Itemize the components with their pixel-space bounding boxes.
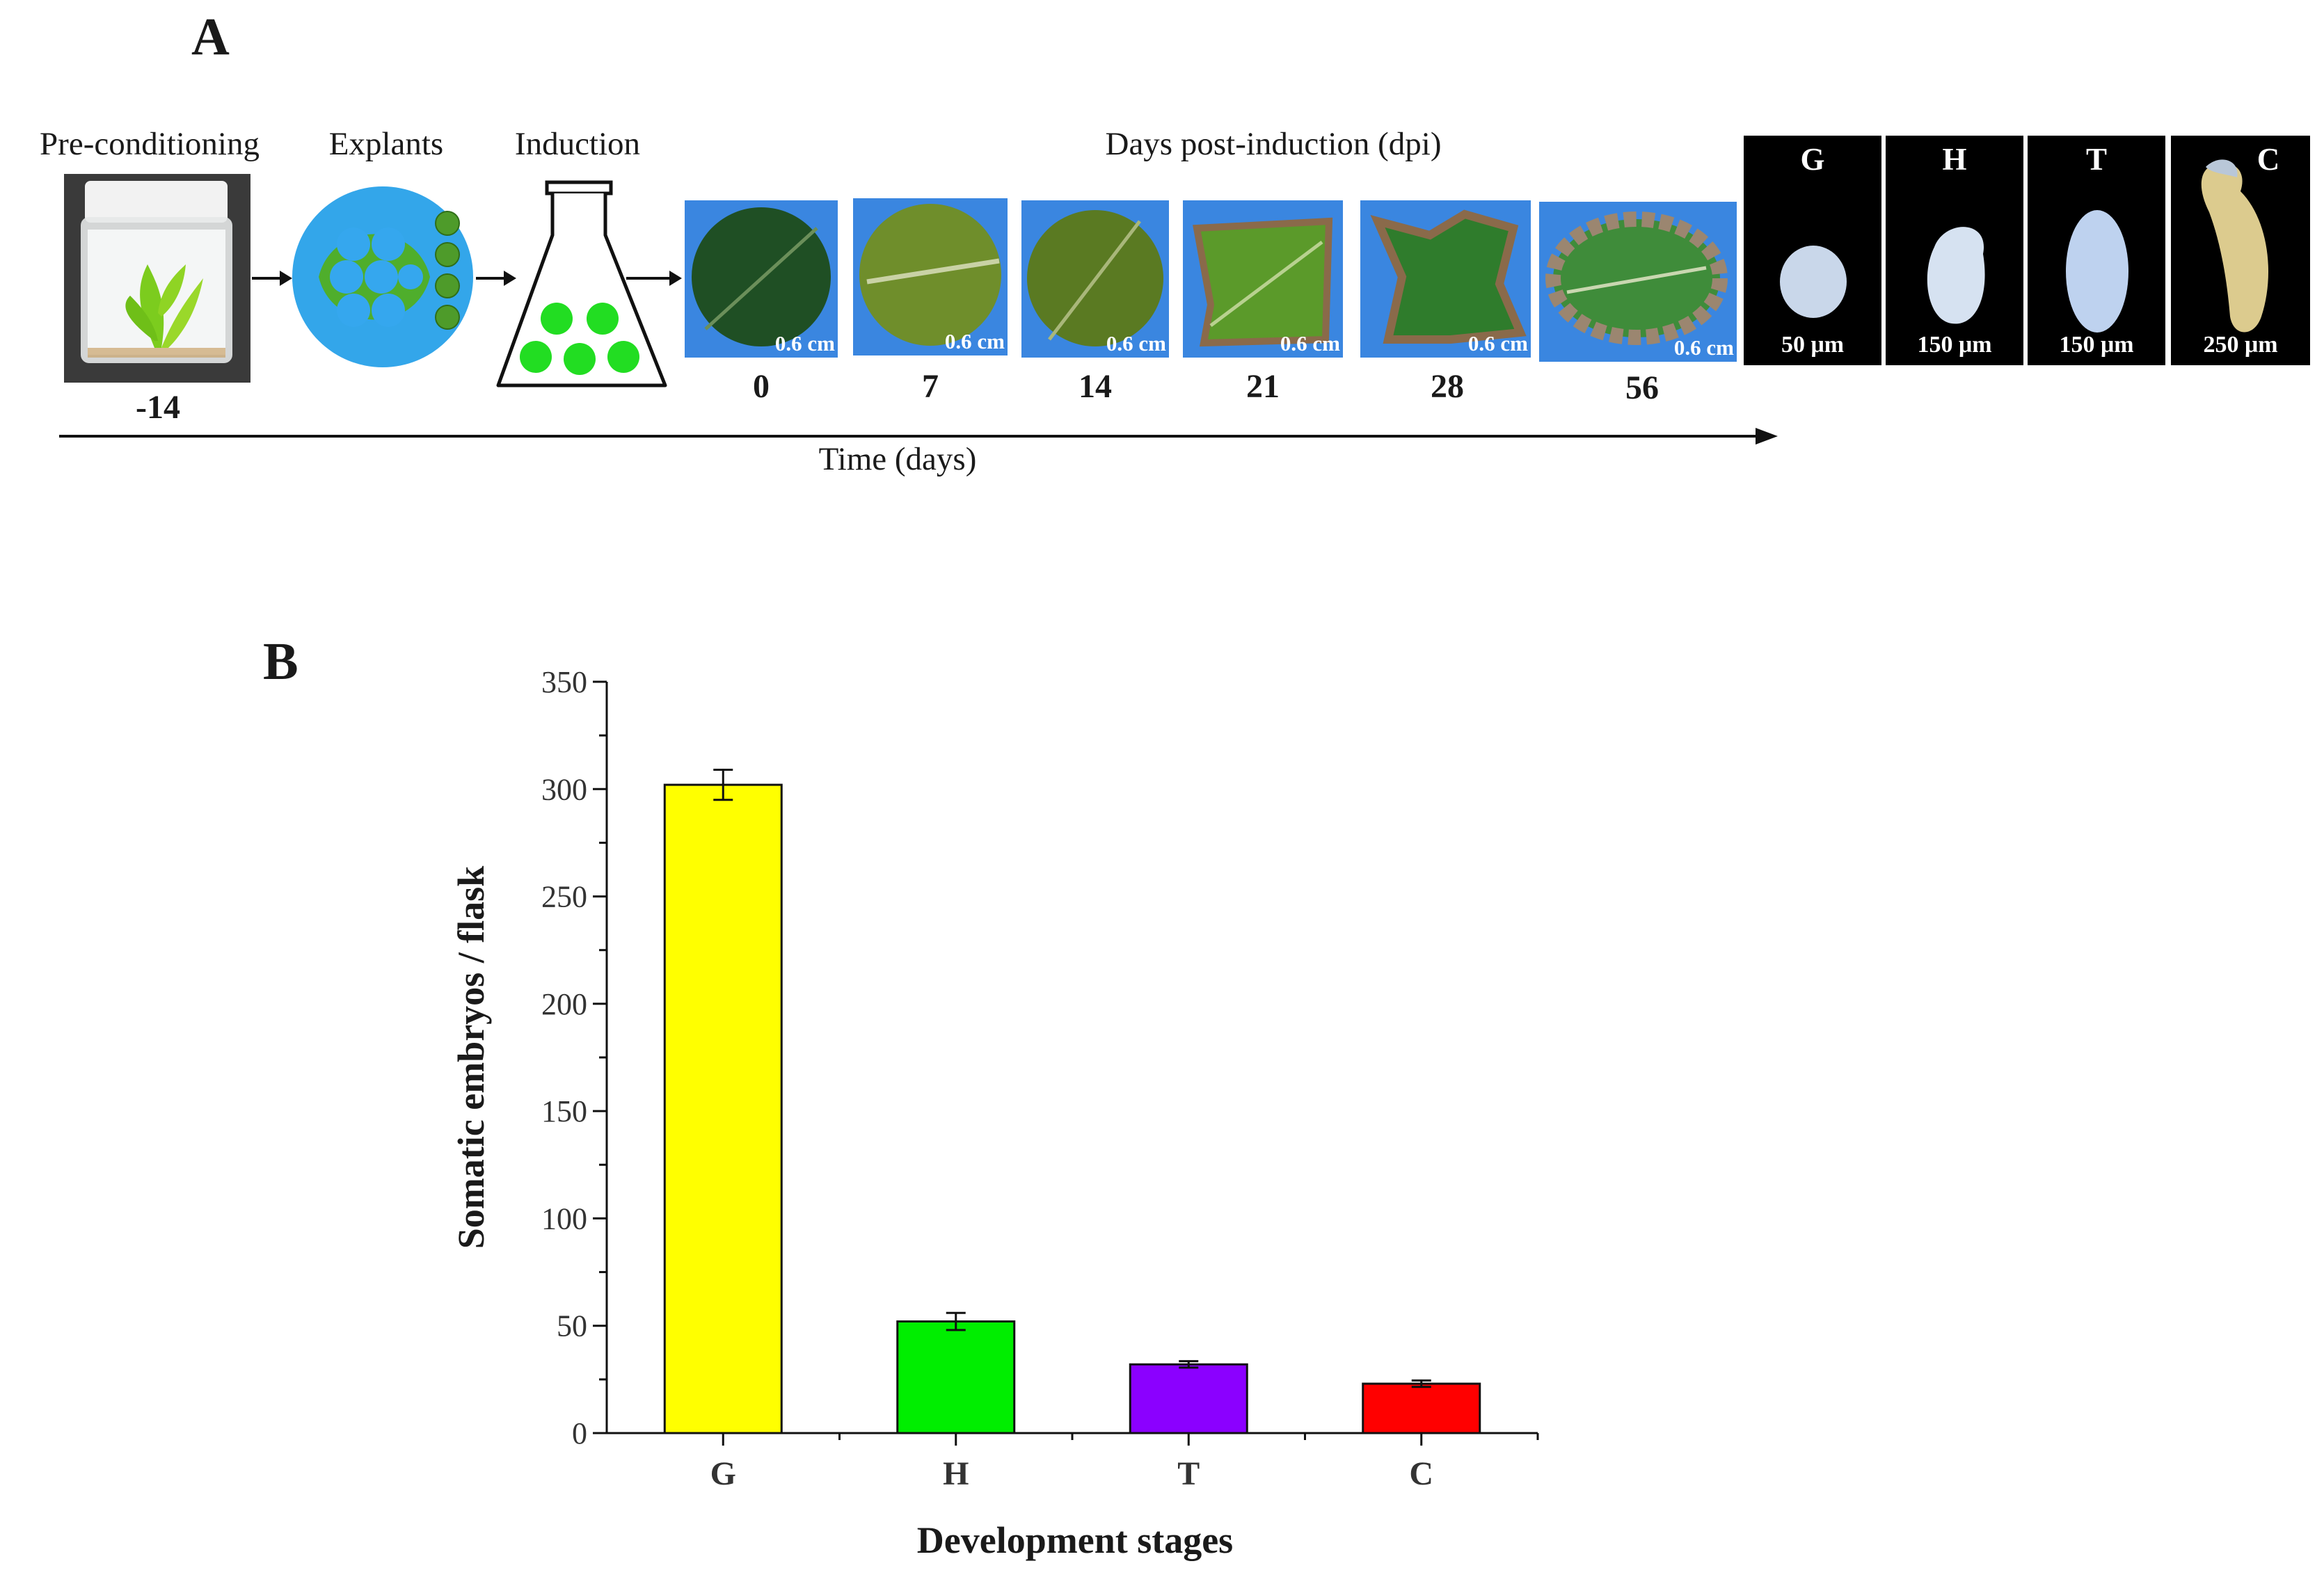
leaf-photo-day-0: 0.6 cm xyxy=(685,200,838,358)
y-tick-label: 100 xyxy=(541,1201,587,1236)
bar-H xyxy=(896,1320,1016,1434)
step-label-explants: Explants xyxy=(328,126,444,162)
scale-label: 0.6 cm xyxy=(1467,331,1528,355)
leaf-photo-day-56: 0.6 cm xyxy=(1539,202,1737,362)
x-axis-label: Development stages xyxy=(917,1519,1233,1561)
bar-G xyxy=(663,783,783,1434)
y-tick-label: 200 xyxy=(541,987,587,1021)
day-label: 0 xyxy=(753,368,770,405)
day-label: 14 xyxy=(1079,368,1112,405)
embryo-stage-letter: C xyxy=(2257,142,2280,177)
leaf-disc-icon xyxy=(1193,217,1333,347)
culture-jar-photo xyxy=(64,174,250,383)
embryo-stage-letter: G xyxy=(1800,142,1825,177)
embryo-photo-heart: H 150 μm xyxy=(1886,136,2023,365)
x-tick-label: T xyxy=(1177,1455,1200,1492)
dpi-title: Days post-induction (dpi) xyxy=(1105,126,1442,162)
embryo-stage-letter: H xyxy=(1942,142,1967,177)
embryo-photo-torpedo: T 150 μm xyxy=(2028,136,2165,365)
leaf-photo-day-21: 0.6 cm xyxy=(1183,200,1343,358)
leaf-disc-icon xyxy=(859,204,1001,346)
scale-label: 0.6 cm xyxy=(774,331,835,355)
embryo-scale-label: 150 μm xyxy=(1917,332,1992,358)
scale-label: 0.6 cm xyxy=(1280,331,1340,355)
arrow-right-icon xyxy=(252,271,292,286)
panel-a-letter: A xyxy=(191,8,230,66)
y-tick-labels: 0 50 100 150 200 250 300 350 xyxy=(541,665,587,1450)
y-tick-label: 50 xyxy=(557,1309,587,1343)
leaf-photo-day-14: 0.6 cm xyxy=(1021,200,1169,358)
torpedo-embryo-icon xyxy=(2066,210,2128,333)
embryo-photo-globular: G 50 μm xyxy=(1744,136,1881,365)
y-tick-label: 300 xyxy=(541,772,587,806)
day-label: 56 xyxy=(1625,369,1659,406)
y-axis-label: Somatic embryos / flask xyxy=(450,866,492,1249)
cotyledonary-embryo-icon xyxy=(2201,159,2268,333)
day-label: 21 xyxy=(1246,368,1280,405)
embryo-photo-cotyledonary: C 250 μm xyxy=(2171,136,2310,365)
leaf-photo-day-7: 0.6 cm xyxy=(853,198,1008,355)
y-tick-label: 350 xyxy=(541,665,587,699)
step-label-preconditioning: Pre-conditioning xyxy=(40,126,260,162)
x-tick-label: C xyxy=(1409,1455,1433,1492)
chart-error-bars xyxy=(713,769,1431,1389)
embryo-scale-label: 250 μm xyxy=(2203,332,2278,358)
x-tick-label: G xyxy=(710,1455,736,1492)
time-axis-arrow xyxy=(59,428,1778,445)
arrow-right-icon xyxy=(476,271,516,286)
y-tick-label: 250 xyxy=(541,880,587,914)
y-tick-label: 0 xyxy=(572,1416,587,1450)
day-label: 28 xyxy=(1431,368,1464,405)
explants-dish-icon xyxy=(292,186,473,367)
leaf-disc-icon xyxy=(1370,209,1527,344)
bar-C xyxy=(1362,1382,1481,1434)
day-label: 7 xyxy=(922,368,939,405)
leaf-disc-icon xyxy=(1545,211,1728,345)
time-axis-label: Time (days) xyxy=(818,441,977,477)
embryo-scale-label: 50 μm xyxy=(1781,332,1845,358)
step-label-induction: Induction xyxy=(514,126,641,162)
bar-T xyxy=(1129,1363,1248,1434)
scale-label: 0.6 cm xyxy=(944,329,1005,353)
x-tick-label: H xyxy=(943,1455,969,1492)
leaf-disc-icon xyxy=(692,207,831,346)
globular-embryo-icon xyxy=(1780,246,1847,318)
scale-label: 0.6 cm xyxy=(1673,335,1734,360)
leaf-disc-icon xyxy=(1027,210,1163,346)
y-tick-label: 150 xyxy=(541,1094,587,1128)
induction-flask-icon xyxy=(496,180,667,387)
embryo-stage-letter: T xyxy=(2085,142,2107,177)
leaf-photo-day-28: 0.6 cm xyxy=(1360,200,1531,358)
chart-bars xyxy=(663,783,1481,1434)
arrow-right-icon xyxy=(626,271,682,286)
day-label-preconditioning: -14 xyxy=(136,389,180,426)
scale-label: 0.6 cm xyxy=(1106,331,1166,355)
heart-embryo-icon xyxy=(1927,227,1985,324)
embryo-scale-label: 150 μm xyxy=(2059,332,2134,358)
panel-b-letter: B xyxy=(263,632,299,691)
